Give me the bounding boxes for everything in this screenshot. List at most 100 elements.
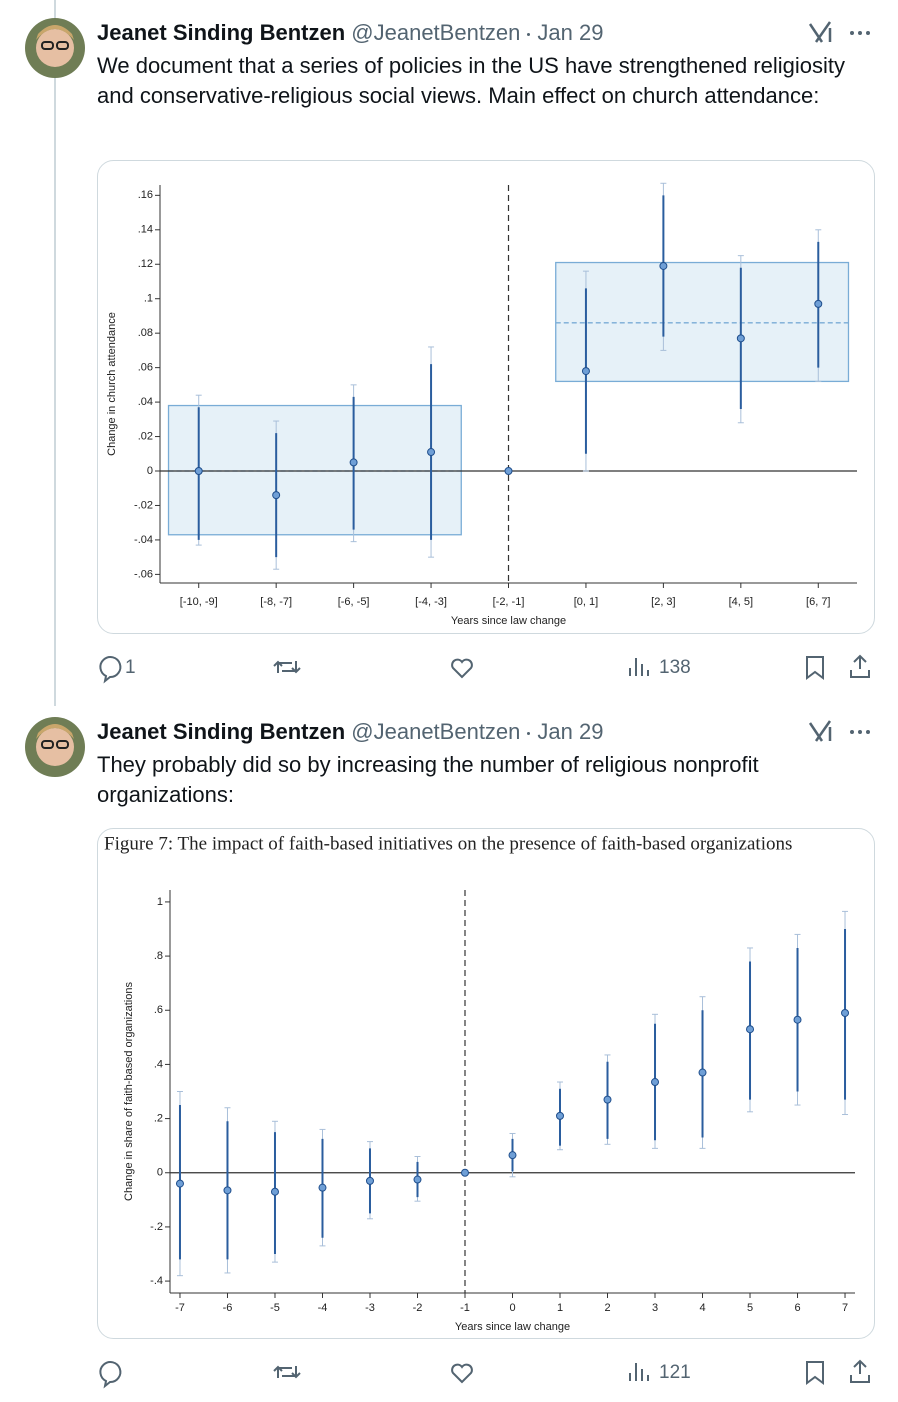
date[interactable]: Jan 29	[537, 719, 604, 744]
x-tick-label: -1	[460, 1302, 470, 1314]
y-tick-label: .1	[144, 293, 153, 305]
tweet-text: They probably did so by increasing the n…	[97, 752, 759, 807]
view-count: 121	[659, 1362, 691, 1383]
more-icon[interactable]	[850, 730, 870, 734]
bookmark-icon[interactable]	[806, 656, 824, 680]
y-axis-label: Change in share of faith-based organizat…	[123, 982, 135, 1201]
point-estimate	[746, 1025, 755, 1034]
point-estimate	[814, 299, 823, 308]
share-icon[interactable]	[850, 1359, 870, 1383]
y-tick-label: .16	[138, 189, 153, 201]
avatar[interactable]	[25, 18, 85, 78]
point-estimate	[349, 458, 358, 467]
views-icon[interactable]	[629, 1363, 649, 1381]
point-estimate	[698, 1068, 707, 1077]
separator	[527, 731, 531, 735]
y-tick-label: -.04	[134, 534, 153, 546]
y-axis-label: Change in church attendance	[106, 312, 118, 456]
handle[interactable]: @JeanetBentzen	[351, 20, 521, 45]
x-tick-label: [-8, -7]	[260, 596, 292, 608]
grok-icon[interactable]	[808, 21, 832, 43]
x-tick-label: [4, 5]	[729, 596, 753, 608]
like-icon[interactable]	[451, 1363, 473, 1384]
x-tick-label: 1	[557, 1302, 563, 1314]
action-bar	[99, 1359, 870, 1389]
repost-icon[interactable]	[273, 1365, 301, 1379]
point-estimate	[556, 1111, 565, 1120]
y-tick-label: -.06	[134, 568, 153, 580]
point-estimate	[460, 1168, 469, 1177]
chart-title: Figure 7: The impact of faith-based init…	[104, 833, 792, 854]
y-tick-label: 0	[157, 1167, 163, 1179]
point-estimate	[581, 367, 590, 376]
grok-icon[interactable]	[808, 720, 832, 742]
point-estimate	[365, 1176, 374, 1185]
x-tick-label: 3	[652, 1302, 658, 1314]
tweet-header: Jeanet Sinding Bentzen @JeanetBentzen Jan…	[97, 717, 603, 747]
separator	[527, 32, 531, 36]
repost-icon[interactable]	[273, 660, 301, 674]
y-tick-label: .4	[154, 1058, 163, 1070]
x-tick-label: -5	[270, 1302, 280, 1314]
x-tick-label: [-10, -9]	[180, 596, 218, 608]
avatar[interactable]	[25, 717, 85, 777]
x-axis-label: Years since law change	[455, 1321, 570, 1333]
more-icon[interactable]	[850, 31, 870, 35]
share-icon[interactable]	[850, 654, 870, 678]
views-icon[interactable]	[629, 658, 649, 676]
x-tick-label: -2	[413, 1302, 423, 1314]
tweet-text: We document that a series of policies in…	[97, 53, 845, 108]
y-tick-label: 1	[157, 896, 163, 908]
y-tick-label: .8	[154, 950, 163, 962]
like-icon[interactable]	[451, 658, 473, 679]
date[interactable]: Jan 29	[537, 20, 604, 45]
x-tick-label: -6	[223, 1302, 233, 1314]
tweet-header: Jeanet Sinding Bentzen @JeanetBentzen Jan…	[97, 18, 603, 48]
author[interactable]: Jeanet Sinding Bentzen	[97, 719, 346, 744]
reply-icon[interactable]	[99, 656, 122, 684]
point-estimate	[194, 467, 203, 476]
y-tick-label: .14	[138, 224, 153, 236]
point-estimate	[651, 1078, 660, 1087]
estimate-box	[555, 261, 850, 383]
chart: Change in church attendance Years since l…	[106, 182, 857, 627]
y-tick-label: .02	[138, 430, 153, 442]
estimate-box	[167, 404, 462, 536]
x-tick-label: 0	[509, 1302, 515, 1314]
media-card[interactable]	[97, 828, 875, 1339]
point-estimate	[603, 1095, 612, 1104]
y-tick-label: .06	[138, 362, 153, 374]
reply-count: 1	[125, 657, 136, 678]
x-axis-label: Years since law change	[451, 615, 566, 627]
x-tick-label: [2, 3]	[651, 596, 675, 608]
y-tick-label: -.2	[150, 1221, 163, 1233]
author[interactable]: Jeanet Sinding Bentzen	[97, 20, 346, 45]
x-tick-label: 7	[842, 1302, 848, 1314]
y-tick-label: -.02	[134, 499, 153, 511]
point-estimate	[659, 261, 668, 270]
x-tick-label: 5	[747, 1302, 753, 1314]
point-estimate	[736, 334, 745, 343]
action-bar	[99, 654, 870, 684]
x-tick-label: -3	[365, 1302, 375, 1314]
x-tick-label: [-4, -3]	[415, 596, 447, 608]
y-tick-label: .6	[154, 1004, 163, 1016]
point-estimate	[427, 448, 436, 457]
x-tick-label: [6, 7]	[806, 596, 830, 608]
handle[interactable]: @JeanetBentzen	[351, 719, 521, 744]
bookmark-icon[interactable]	[806, 1361, 824, 1385]
x-tick-label: 6	[794, 1302, 800, 1314]
y-tick-label: .2	[154, 1112, 163, 1124]
reply-icon[interactable]	[99, 1361, 122, 1389]
x-tick-label: -7	[175, 1302, 185, 1314]
x-tick-label: -4	[318, 1302, 328, 1314]
x-tick-label: 4	[699, 1302, 705, 1314]
point-estimate	[318, 1183, 327, 1192]
y-tick-label: -.4	[150, 1275, 163, 1287]
point-estimate	[504, 467, 513, 476]
media-card[interactable]	[97, 160, 875, 634]
y-tick-label: .04	[138, 396, 153, 408]
y-tick-label: .08	[138, 327, 153, 339]
